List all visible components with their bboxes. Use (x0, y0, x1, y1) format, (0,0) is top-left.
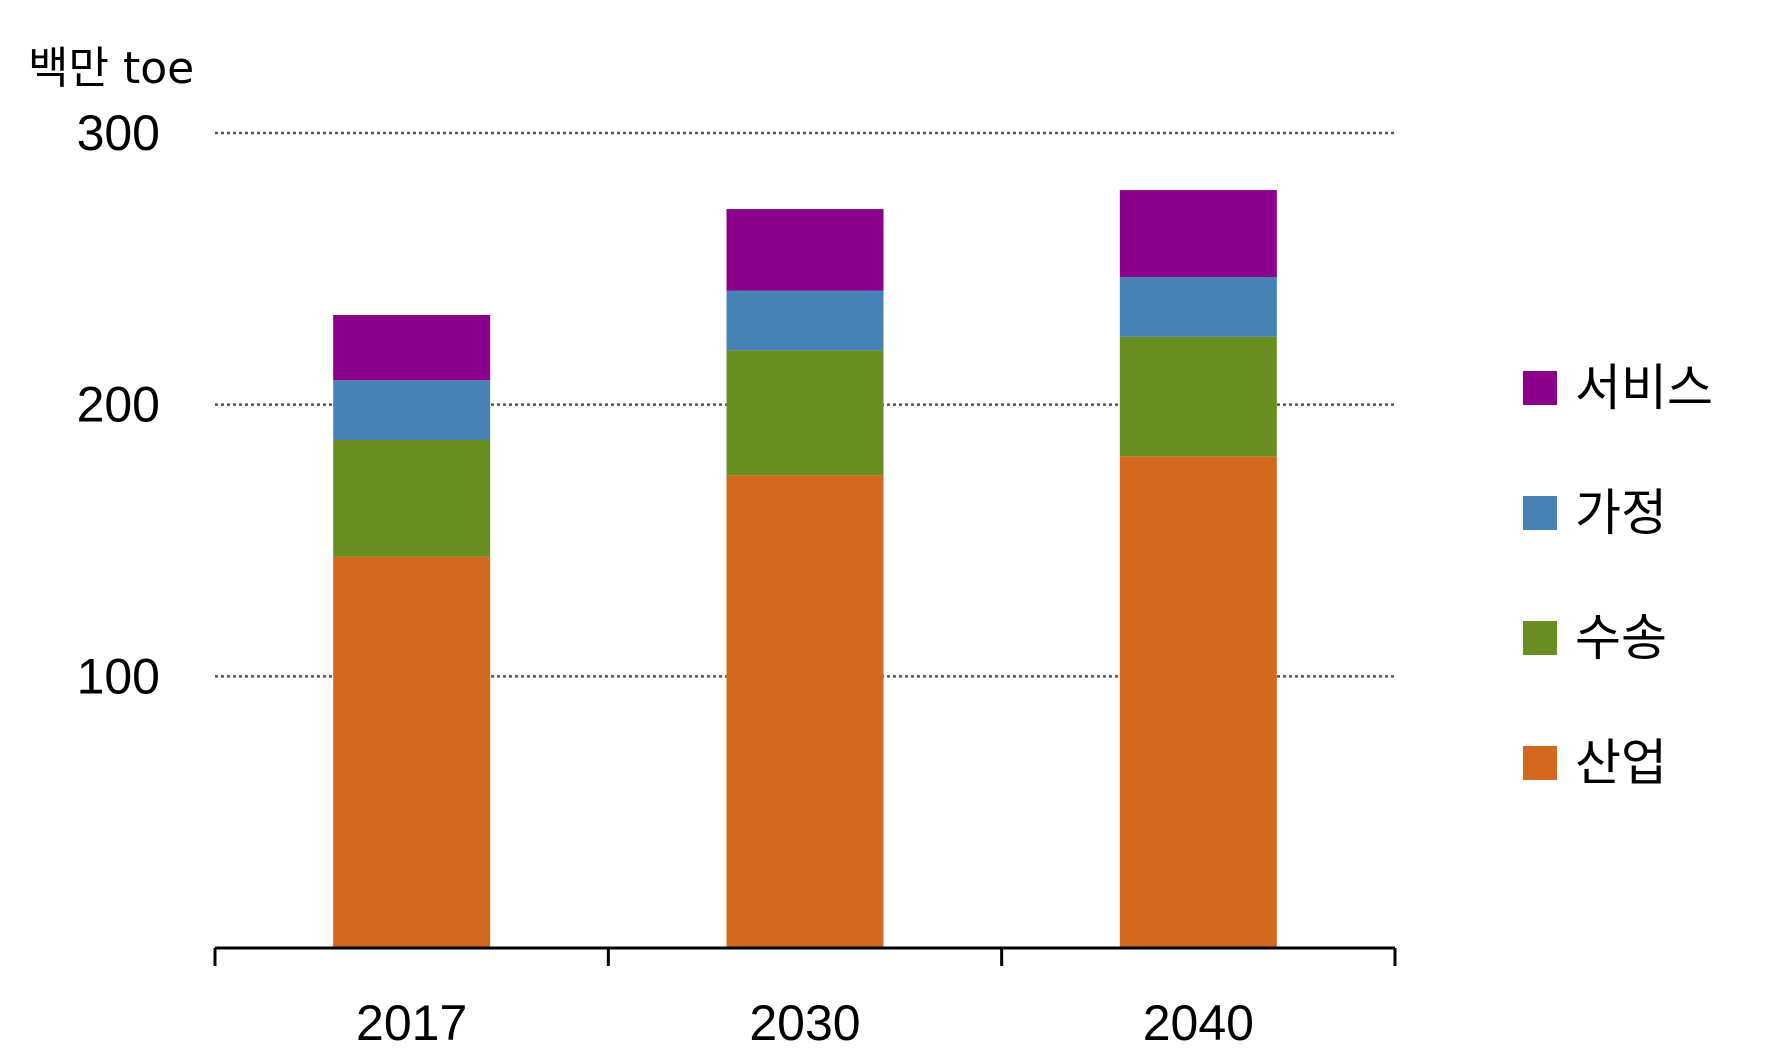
legend-swatch (1523, 371, 1557, 405)
bar-segment-2017-수송 (333, 439, 491, 557)
legend-label: 가정 (1575, 484, 1667, 542)
bar-segment-2040-가정 (1119, 276, 1277, 337)
legend-swatch (1523, 496, 1557, 530)
bar-segment-2030-서비스 (726, 209, 884, 291)
bar-segment-2030-수송 (726, 350, 884, 476)
legend-label: 산업 (1575, 734, 1667, 792)
bar-stacks (333, 190, 1277, 948)
legend-swatch (1523, 621, 1557, 655)
y-tick-label: 100 (77, 648, 160, 704)
bar-segment-2030-산업 (726, 475, 884, 948)
y-unit-label: 백만 toe (28, 43, 194, 94)
bar-segment-2017-서비스 (333, 315, 491, 381)
y-tick-label: 300 (77, 105, 160, 161)
axes: 2017 2030 2040 (213, 946, 1397, 1051)
y-tick-label: 200 (77, 377, 160, 433)
x-tick-label: 2017 (356, 995, 467, 1051)
legend-swatch (1523, 746, 1557, 780)
legend-label: 수송 (1575, 609, 1667, 667)
bar-segment-2040-수송 (1119, 336, 1277, 457)
bar-segment-2017-가정 (333, 380, 491, 440)
legend-label: 서비스 (1575, 359, 1713, 417)
bar-segment-2040-서비스 (1119, 190, 1277, 277)
bar-segment-2030-가정 (726, 290, 884, 351)
bar-segment-2017-산업 (333, 556, 491, 948)
x-tick-label: 2040 (1143, 995, 1254, 1051)
bar-segment-2040-산업 (1119, 456, 1277, 948)
x-tick-label: 2030 (749, 995, 860, 1051)
